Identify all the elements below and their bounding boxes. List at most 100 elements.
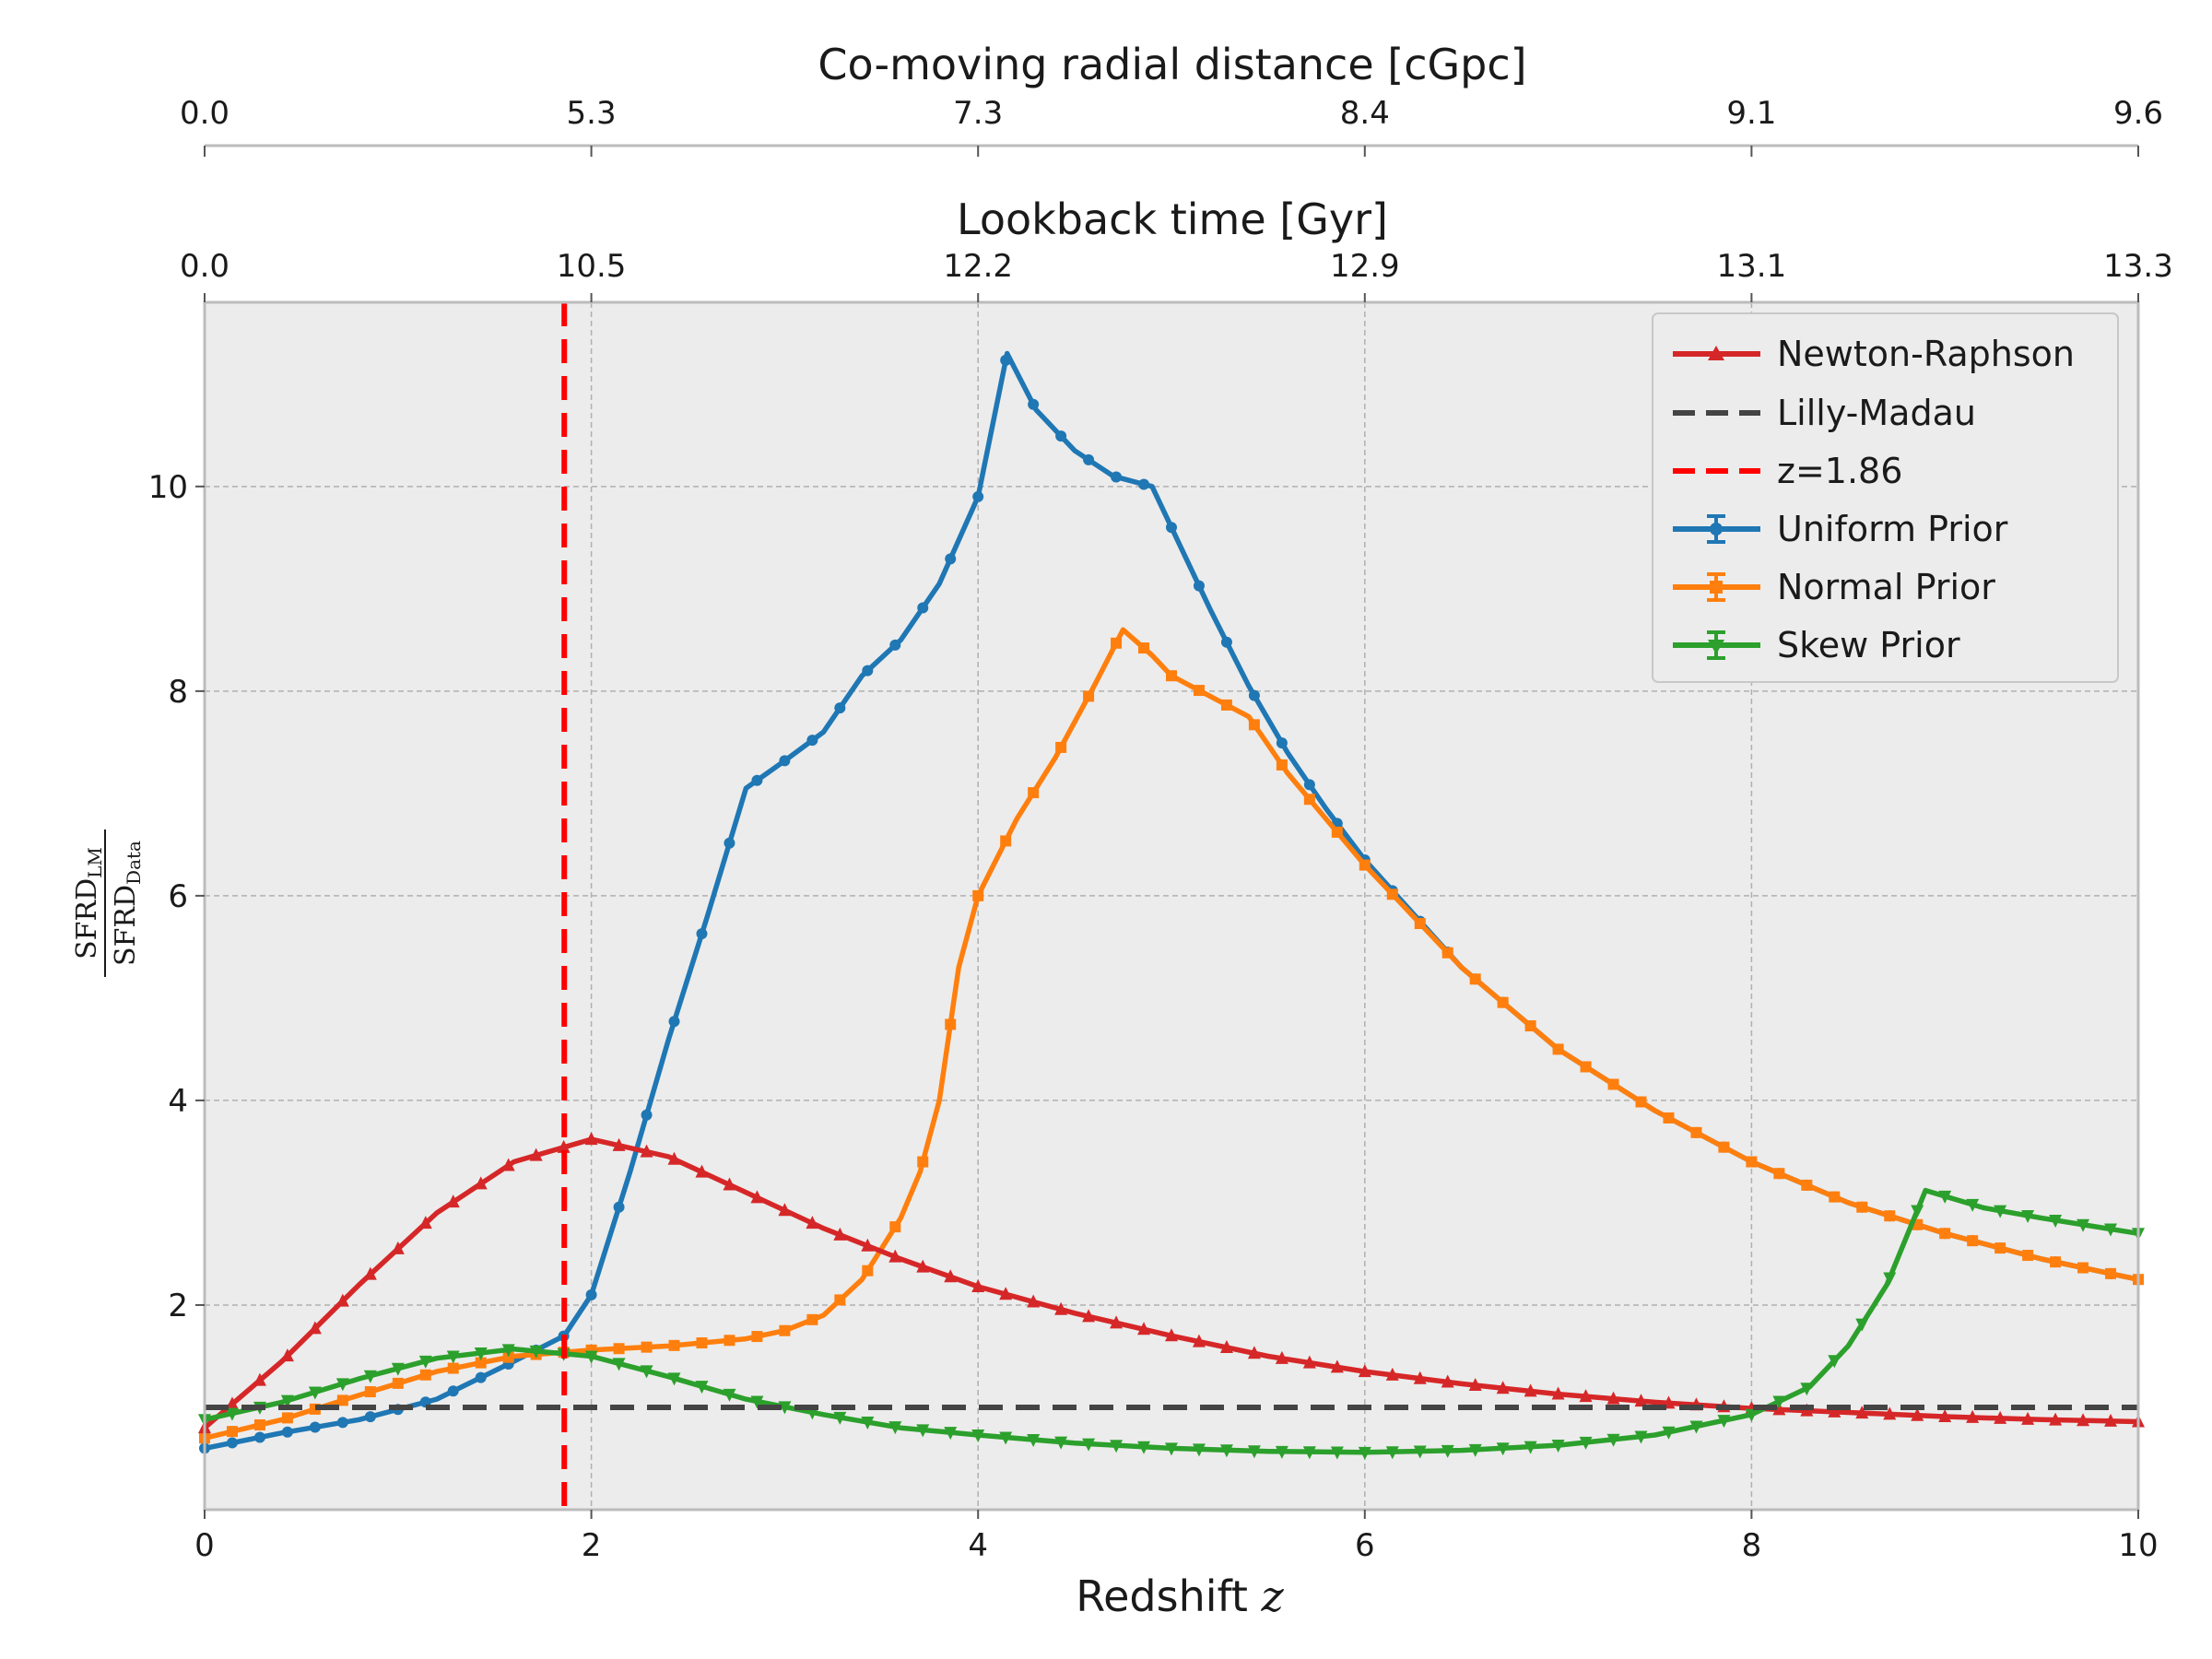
series-point-newton-raphson: [1551, 1386, 1565, 1400]
series-point-normal-prior: [1939, 1228, 1951, 1240]
plot-frame: [203, 300, 2140, 1512]
series-point-skew-prior: [861, 1417, 875, 1430]
series-point-newton-raphson: [1219, 1339, 1233, 1353]
series-point-normal-prior: [226, 1426, 238, 1438]
series-point-skew-prior: [1689, 1420, 1703, 1434]
series-point-skew-prior: [1496, 1442, 1510, 1456]
series-point-uniform-prior: [806, 735, 818, 747]
series-point-normal-prior: [419, 1369, 431, 1381]
series-point-newton-raphson: [1330, 1359, 1344, 1373]
top-axis-2-title: Co-moving radial distance [cGpc]: [818, 40, 1526, 89]
series-point-skew-prior: [584, 1350, 598, 1364]
series-point-newton-raphson: [888, 1249, 902, 1263]
series-point-newton-raphson: [1441, 1374, 1454, 1388]
series-point-newton-raphson: [1302, 1355, 1316, 1369]
series-point-skew-prior: [2077, 1218, 2090, 1232]
series-point-newton-raphson: [335, 1293, 349, 1307]
series-point-normal-prior: [1055, 741, 1067, 753]
y-tick-label-0: 2: [168, 1288, 188, 1324]
series-point-newton-raphson: [1137, 1322, 1151, 1335]
series-point-newton-raphson: [280, 1348, 294, 1362]
y-axis-title: SFRDLM SFRDData: [71, 830, 145, 977]
series-point-uniform-prior: [585, 1288, 597, 1300]
top-axis-1-title: Lookback time [Gyr]: [957, 194, 1388, 244]
series-point-uniform-prior: [834, 702, 846, 714]
series-point-normal-prior: [1856, 1201, 1868, 1213]
series-point-skew-prior: [1082, 1438, 1096, 1452]
legend-label-uniform-prior: Uniform Prior: [1777, 509, 2008, 549]
series-point-normal-prior: [1884, 1210, 1896, 1222]
series-point-skew-prior: [1330, 1446, 1344, 1460]
series-point-normal-prior: [1607, 1078, 1619, 1090]
series-point-newton-raphson: [723, 1177, 736, 1191]
series-point-normal-prior: [779, 1324, 791, 1336]
series-point-newton-raphson: [2077, 1413, 2090, 1427]
series-point-newton-raphson: [861, 1238, 875, 1252]
y-tick-label-4: 10: [148, 469, 188, 506]
series-point-normal-prior: [696, 1337, 708, 1349]
x-tick-label-3: 6: [1355, 1527, 1375, 1564]
legend-label-lilly-madau: Lilly-Madau: [1777, 393, 1976, 433]
series-point-uniform-prior: [641, 1109, 653, 1121]
series-point-uniform-prior: [226, 1437, 238, 1449]
series-point-newton-raphson: [1634, 1394, 1648, 1407]
series-point-uniform-prior: [281, 1426, 293, 1438]
series-point-newton-raphson: [667, 1151, 681, 1165]
series-point-newton-raphson: [1468, 1378, 1482, 1392]
series-point-skew-prior: [501, 1344, 515, 1358]
series-point-newton-raphson: [557, 1139, 571, 1153]
series-point-normal-prior: [1083, 690, 1095, 702]
legend-label-normal-prior: Normal Prior: [1777, 567, 1995, 607]
series-point-skew-prior: [833, 1411, 847, 1425]
legend-marker-uniform-prior: [1710, 523, 1723, 535]
series-point-uniform-prior: [1000, 354, 1012, 366]
legend-marker-normal-prior: [1710, 581, 1723, 594]
series-point-skew-prior: [1137, 1441, 1151, 1454]
series-point-newton-raphson: [418, 1216, 432, 1230]
series-point-normal-prior: [1635, 1096, 1647, 1108]
series-point-normal-prior: [392, 1377, 404, 1389]
legend-item-lilly-madau: Lilly-Madau: [1673, 393, 1976, 433]
series-point-newton-raphson: [2021, 1411, 2035, 1425]
series-point-skew-prior: [888, 1421, 902, 1435]
series-point-skew-prior: [1027, 1434, 1041, 1448]
legend-label-newton-raphson: Newton-Raphson: [1777, 334, 2075, 374]
series-point-skew-prior: [391, 1362, 405, 1376]
series-point-newton-raphson: [253, 1372, 266, 1386]
y-tick-label-3: 8: [168, 674, 188, 711]
series-point-skew-prior: [999, 1431, 1013, 1445]
x-tick-label-1: 2: [582, 1527, 602, 1564]
series-point-skew-prior: [1634, 1430, 1648, 1444]
series-point-normal-prior: [972, 889, 984, 901]
series-point-skew-prior: [723, 1388, 736, 1402]
series-point-skew-prior: [1413, 1445, 1427, 1459]
series-point-skew-prior: [1219, 1444, 1233, 1458]
series-point-normal-prior: [1829, 1191, 1841, 1203]
series-point-newton-raphson: [529, 1147, 543, 1161]
series-point-skew-prior: [944, 1427, 958, 1441]
top1-tick-label-4: 13.1: [1717, 248, 1787, 285]
series-point-normal-prior: [1663, 1112, 1675, 1124]
series-point-skew-prior: [1994, 1205, 2007, 1218]
series-point-skew-prior: [1524, 1441, 1537, 1454]
series-point-skew-prior: [1828, 1355, 1841, 1369]
axes: 0 2 4 6 8 10 2 4 6 8 10 0.0 10.5 12.2 12.9 13.1 13.3 0.0 5…: [148, 95, 2173, 1564]
series-newton-raphson: [198, 1132, 2145, 1434]
series-point-newton-raphson: [944, 1269, 958, 1283]
series-point-skew-prior: [1662, 1426, 1676, 1440]
series-point-normal-prior: [806, 1313, 818, 1325]
series-point-skew-prior: [1606, 1433, 1620, 1447]
series-point-normal-prior: [364, 1386, 376, 1398]
y-axis-numerator: SFRDLM: [71, 847, 106, 959]
series-point-skew-prior: [1385, 1446, 1399, 1460]
series-point-newton-raphson: [695, 1164, 709, 1178]
series-point-normal-prior: [724, 1335, 735, 1347]
y-axis-denominator: SFRDData: [110, 841, 145, 966]
series-point-skew-prior: [280, 1394, 294, 1408]
legend-item-uniform-prior: Uniform Prior: [1673, 509, 2008, 549]
series-point-uniform-prior: [862, 665, 874, 677]
series-point-normal-prior: [1000, 835, 1012, 847]
series-point-uniform-prior: [724, 837, 735, 849]
series-point-normal-prior: [1801, 1179, 1813, 1191]
series-point-newton-raphson: [1192, 1334, 1206, 1347]
